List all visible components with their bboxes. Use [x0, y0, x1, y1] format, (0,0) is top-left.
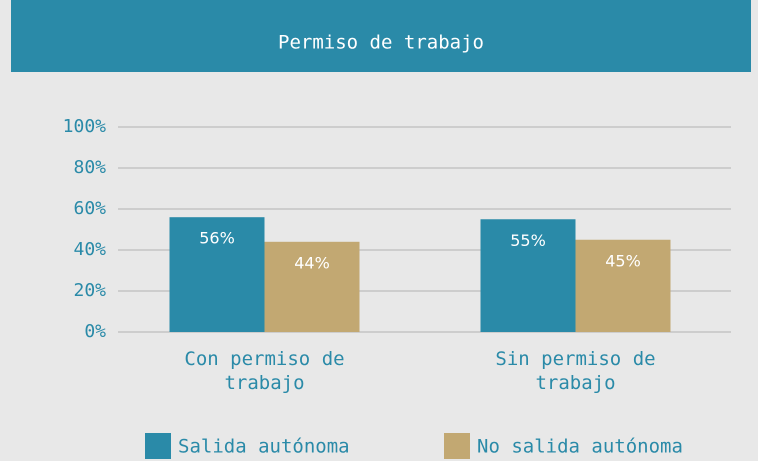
- y-tick-label: 60%: [73, 198, 106, 219]
- y-tick-label: 80%: [73, 157, 106, 178]
- value-label: 44%: [294, 253, 330, 272]
- y-tick-label: 100%: [63, 116, 107, 137]
- value-label: 56%: [199, 229, 235, 248]
- x-tick-label: Con permiso de trabajo: [184, 348, 345, 394]
- bar: [264, 241, 360, 332]
- y-tick-label: 0%: [84, 321, 106, 342]
- value-label: 45%: [605, 251, 641, 270]
- x-tick-label: Sin permiso de trabajo: [495, 348, 656, 394]
- bar: [480, 219, 576, 332]
- legend-swatch: [444, 433, 470, 459]
- bar: [575, 239, 671, 332]
- legend-label: No salida autónoma: [477, 436, 683, 458]
- legend-swatch: [145, 433, 171, 459]
- bar: [169, 217, 265, 332]
- chart-title: Permiso de trabajo: [278, 32, 484, 54]
- value-label: 55%: [510, 231, 546, 250]
- header-band: [11, 0, 751, 72]
- y-tick-label: 40%: [73, 239, 106, 260]
- legend-label: Salida autónoma: [178, 436, 350, 458]
- y-tick-label: 20%: [73, 280, 106, 301]
